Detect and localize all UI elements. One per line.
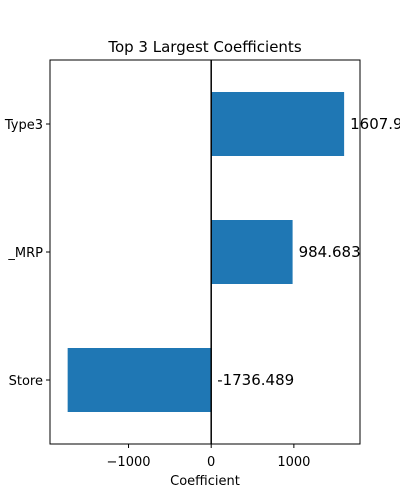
x-ticks: −1000 0 1000 bbox=[107, 444, 310, 470]
x-tick-label: 0 bbox=[207, 455, 215, 470]
y-tick-label: Type3 bbox=[4, 118, 43, 133]
y-tick-label: _MRP bbox=[7, 246, 43, 261]
bars-layer bbox=[67, 92, 345, 412]
value-label: -1736.489 bbox=[217, 371, 294, 389]
x-tick-label: 1000 bbox=[277, 455, 310, 470]
x-axis-label: Coefficient bbox=[170, 474, 240, 489]
value-labels: 1607.9 984.683 -1736.489 bbox=[217, 115, 400, 389]
bar-mrp bbox=[211, 220, 293, 284]
bar-store bbox=[67, 348, 212, 412]
y-tick-label: Store bbox=[9, 374, 43, 389]
chart-title: Top 3 Largest Coefficients bbox=[107, 38, 301, 56]
value-label: 1607.9 bbox=[350, 115, 400, 133]
y-ticks: Type3 _MRP Store bbox=[4, 118, 50, 389]
value-label: 984.683 bbox=[299, 243, 361, 261]
x-tick-label: −1000 bbox=[107, 455, 151, 470]
bar-type3 bbox=[211, 92, 345, 156]
